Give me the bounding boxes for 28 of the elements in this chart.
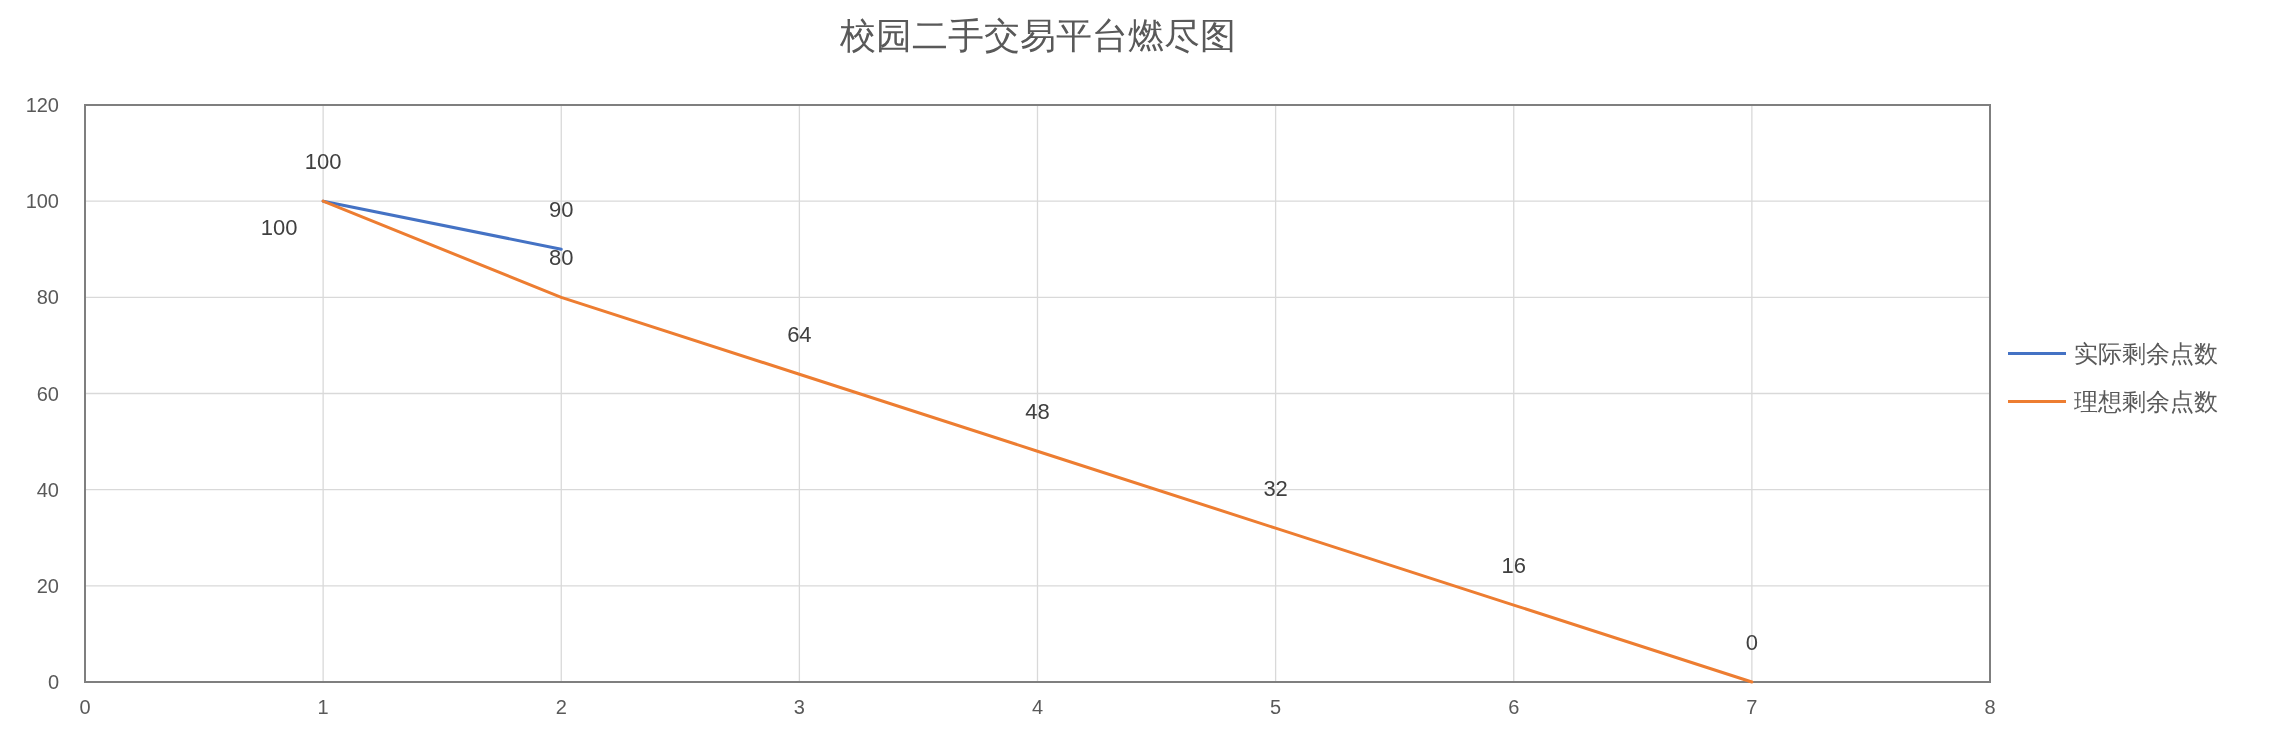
x-tick-label: 0 — [79, 696, 91, 718]
y-tick-label: 60 — [36, 382, 59, 405]
y-tick-label: 20 — [36, 574, 59, 597]
data-label: 90 — [549, 197, 574, 223]
data-label: 64 — [787, 322, 812, 348]
y-tick-label: 80 — [36, 286, 59, 309]
y-tick-label: 0 — [47, 671, 59, 693]
chart-title: 校园二手交易平台燃尽图 — [838, 15, 1236, 56]
x-tick-label: 4 — [1031, 696, 1044, 718]
y-tick-label: 40 — [36, 478, 59, 501]
y-tick-label: 120 — [25, 94, 59, 116]
x-tick-label: 5 — [1270, 696, 1282, 718]
x-tick-label: 8 — [1984, 696, 1996, 718]
x-tick-label: 2 — [555, 696, 567, 718]
data-label: 32 — [1263, 476, 1288, 502]
legend-label: 实际剩余点数 — [2074, 339, 2218, 367]
x-tick-label: 3 — [793, 696, 805, 718]
legend-label: 理想剩余点数 — [2074, 387, 2218, 415]
data-label: 100 — [260, 215, 298, 241]
x-tick-label: 7 — [1746, 696, 1758, 718]
y-tick-label: 100 — [25, 190, 59, 213]
data-label: 100 — [304, 149, 342, 175]
x-tick-label: 6 — [1508, 696, 1520, 718]
data-label: 80 — [549, 245, 574, 271]
data-label: 48 — [1025, 399, 1050, 425]
x-tick-label: 1 — [317, 696, 329, 718]
data-label: 16 — [1501, 553, 1526, 579]
data-label: 0 — [1745, 630, 1758, 655]
